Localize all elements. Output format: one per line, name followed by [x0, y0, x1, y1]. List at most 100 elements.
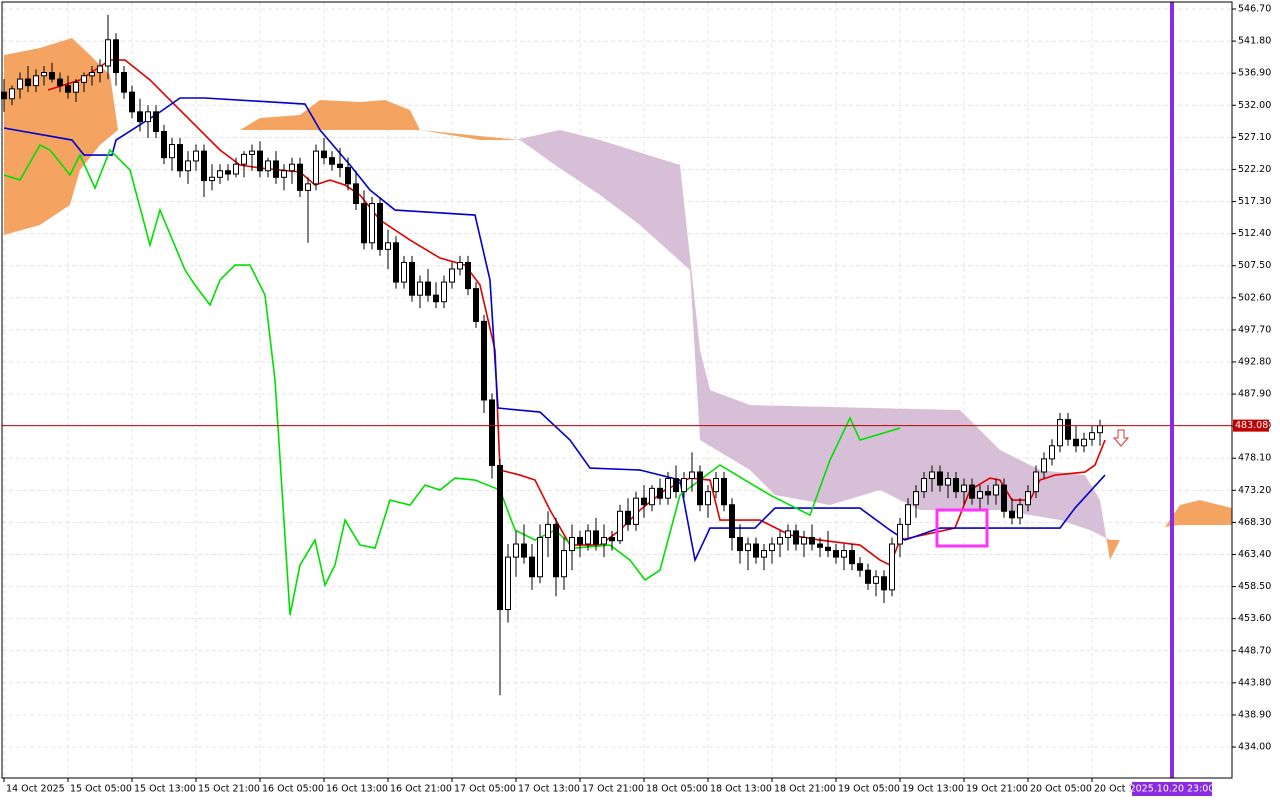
candle-body — [873, 576, 879, 584]
candle-body — [329, 157, 335, 165]
candle-body — [1065, 419, 1071, 440]
candle-body — [417, 281, 423, 296]
x-tick-label: 19 Oct 13:00 — [902, 784, 964, 795]
candle-body — [345, 166, 351, 185]
candle-body — [529, 556, 535, 578]
candle-body — [33, 75, 39, 87]
candle-body — [1097, 425, 1103, 434]
candle-body — [297, 163, 303, 191]
candle-body — [9, 88, 15, 100]
candle-body — [497, 464, 503, 611]
candle-body — [937, 471, 943, 486]
candle-body — [257, 150, 263, 172]
candle-body — [1025, 491, 1031, 506]
candle-body — [569, 536, 575, 552]
y-tick-label: 502.60 — [1238, 292, 1271, 303]
candle-body — [521, 543, 527, 558]
y-tick-label: 532.00 — [1238, 100, 1271, 111]
candle-body — [545, 523, 551, 538]
candle-body — [729, 504, 735, 538]
x-tick-label: 17 Oct 13:00 — [518, 784, 580, 795]
candle-body — [841, 550, 847, 558]
candle-body — [145, 111, 151, 123]
candle-body — [73, 81, 79, 93]
candle-body — [553, 523, 559, 578]
candle-body — [57, 78, 63, 87]
price-label-box — [1233, 419, 1269, 432]
cloud — [4, 38, 1232, 561]
candle-body — [281, 170, 287, 178]
candle-body — [273, 160, 279, 178]
cursor-label: 2025.10.20 23:00 — [1130, 784, 1215, 795]
candle-body — [17, 78, 23, 90]
candle-body — [385, 242, 391, 250]
candle-body — [41, 72, 47, 77]
cloud-bearish — [4, 130, 1232, 561]
candle-body — [1001, 484, 1007, 512]
candle-body — [361, 202, 367, 244]
candle-body — [233, 163, 239, 175]
indicator-line — [3, 143, 901, 616]
candle-body — [105, 39, 111, 67]
candle-body — [697, 471, 703, 506]
x-tick-label: 15 Oct 05:00 — [70, 784, 132, 795]
candle-body — [393, 242, 399, 283]
candle-body — [337, 163, 343, 168]
highlight-box — [935, 508, 989, 548]
candle-body — [961, 484, 967, 493]
overlay — [2, 2, 1232, 778]
y-tick-label: 463.40 — [1238, 549, 1271, 560]
candle-body — [1089, 432, 1095, 440]
candle-body — [633, 497, 639, 525]
candle-body — [753, 543, 759, 558]
candle-body — [313, 150, 319, 185]
sell-arrow — [1112, 429, 1130, 447]
candle-body — [969, 484, 975, 499]
candle-body — [177, 144, 183, 172]
candle-body — [65, 85, 71, 93]
x-tick-label: 18 Oct 05:00 — [646, 784, 708, 795]
y-tick-label: 546.70 — [1238, 4, 1271, 15]
x-tick-label: 16 Oct 21:00 — [390, 784, 452, 795]
y-tick-label: 468.30 — [1238, 517, 1271, 528]
y-tick-label: 473.20 — [1238, 485, 1271, 496]
candle-body — [609, 536, 615, 542]
x-tick-label: 19 Oct 21:00 — [966, 784, 1028, 795]
x-tick-label: 17 Oct 05:00 — [454, 784, 516, 795]
candle-body — [825, 546, 831, 552]
candle-body — [457, 261, 463, 270]
candle-body — [225, 170, 231, 175]
candle-body — [705, 491, 711, 506]
candle-body — [241, 153, 247, 165]
y-tick-label: 512.40 — [1238, 228, 1271, 239]
candle-body — [137, 111, 143, 123]
y-tick-label: 527.10 — [1238, 132, 1271, 143]
candle-body — [169, 144, 175, 159]
candle-body — [745, 543, 751, 552]
candle-body — [761, 550, 767, 558]
candle-body — [849, 550, 855, 565]
candle-body — [305, 183, 311, 191]
price-label: 483.08 — [1235, 420, 1268, 431]
y-tick-label: 487.90 — [1238, 389, 1271, 400]
y-tick-label: 541.80 — [1238, 36, 1271, 47]
candle-body — [409, 261, 415, 296]
candle-body — [785, 530, 791, 538]
y-tick-label: 517.30 — [1238, 196, 1271, 207]
candle-body — [1009, 510, 1015, 519]
x-tick-label: 14 Oct 2025 — [6, 784, 65, 795]
candle-body — [617, 510, 623, 542]
candle-body — [537, 536, 543, 578]
candle-body — [665, 478, 671, 499]
candle-body — [113, 39, 119, 74]
candle-body — [649, 487, 655, 506]
y-tick-label: 438.90 — [1238, 709, 1271, 720]
candle-body — [505, 556, 511, 611]
y-tick-label: 448.70 — [1238, 645, 1271, 656]
candle-body — [129, 91, 135, 113]
candle-body — [657, 487, 663, 499]
candle-body — [81, 75, 87, 83]
candle-body — [217, 170, 223, 178]
candle-body — [601, 536, 607, 545]
